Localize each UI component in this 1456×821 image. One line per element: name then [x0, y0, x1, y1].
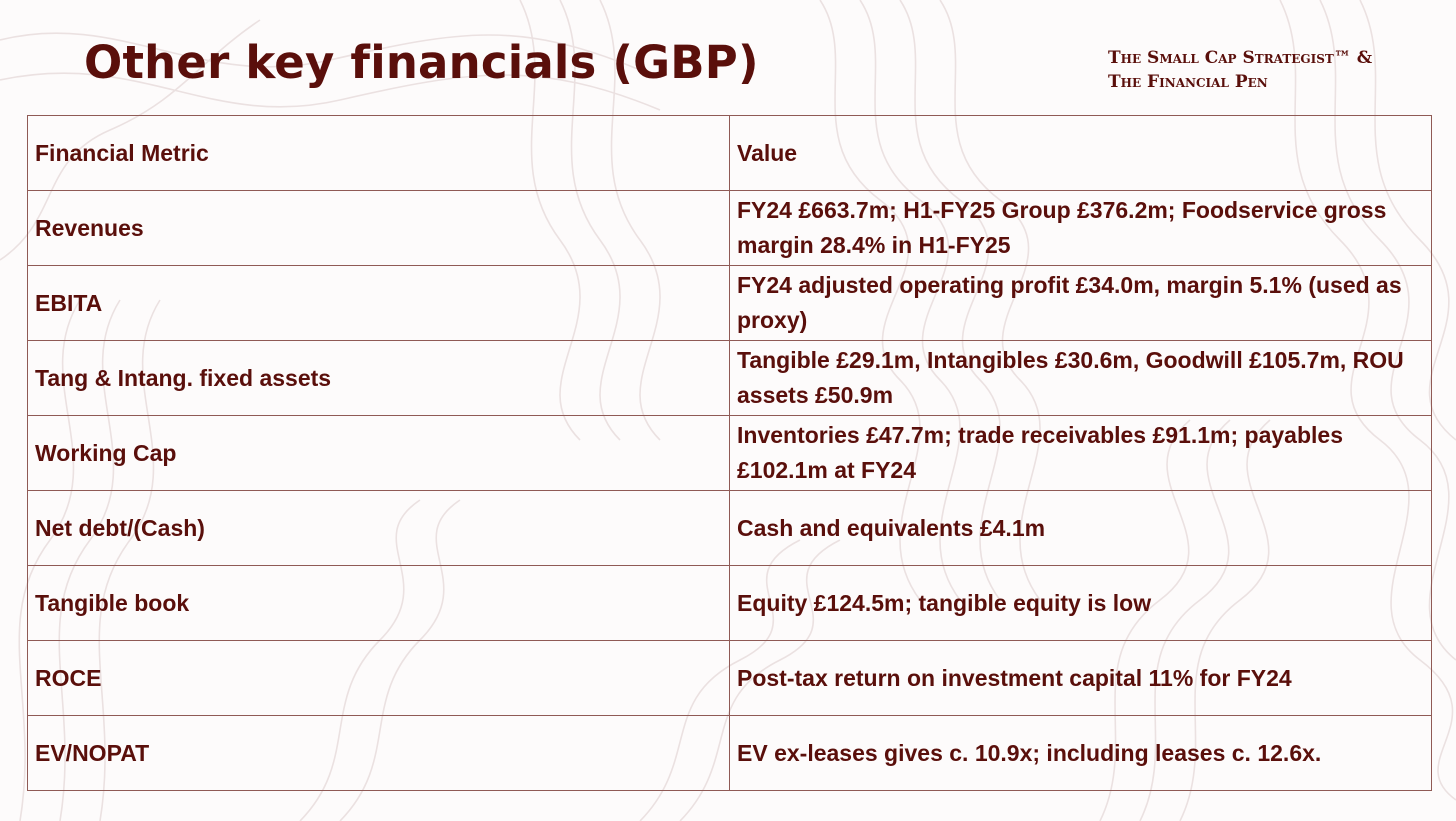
value-cell: Tangible £29.1m, Intangibles £30.6m, Goo… [729, 340, 1432, 416]
metric-cell: Tangible book [27, 565, 730, 641]
metric-cell: EBITA [27, 265, 730, 341]
header-financial-metric: Financial Metric [27, 115, 730, 191]
value-cell: Post-tax return on investment capital 11… [729, 640, 1432, 716]
brand-line-1: The Small Cap Strategist™ & [1108, 48, 1373, 68]
metric-cell: Net debt/(Cash) [27, 490, 730, 566]
metric-cell: EV/NOPAT [27, 715, 730, 791]
table-row: Working Cap Inventories £47.7m; trade re… [27, 415, 1432, 491]
table-row: Tangible book Equity £124.5m; tangible e… [27, 565, 1432, 641]
value-cell: Inventories £47.7m; trade receivables £9… [729, 415, 1432, 491]
metric-cell: ROCE [27, 640, 730, 716]
page-title: Other key financials (GBP) [84, 36, 759, 89]
metric-cell: Tang & Intang. fixed assets [27, 340, 730, 416]
value-cell: Cash and equivalents £4.1m [729, 490, 1432, 566]
table-header-row: Financial Metric Value [27, 115, 1432, 191]
table-row: EBITA FY24 adjusted operating profit £34… [27, 265, 1432, 341]
table-row: Tang & Intang. fixed assets Tangible £29… [27, 340, 1432, 416]
financials-table-container: Financial Metric Value Revenues FY24 £66… [27, 115, 1432, 791]
table-row: ROCE Post-tax return on investment capit… [27, 640, 1432, 716]
brand-logo-text: The Small Cap Strategist™ & The Financia… [1108, 46, 1448, 94]
metric-cell: Working Cap [27, 415, 730, 491]
table-row: Revenues FY24 £663.7m; H1-FY25 Group £37… [27, 190, 1432, 266]
table-row: EV/NOPAT EV ex-leases gives c. 10.9x; in… [27, 715, 1432, 791]
table-row: Net debt/(Cash) Cash and equivalents £4.… [27, 490, 1432, 566]
header-value: Value [729, 115, 1432, 191]
brand-line-2: The Financial Pen [1108, 72, 1268, 92]
metric-cell: Revenues [27, 190, 730, 266]
value-cell: FY24 £663.7m; H1-FY25 Group £376.2m; Foo… [729, 190, 1432, 266]
value-cell: Equity £124.5m; tangible equity is low [729, 565, 1432, 641]
financials-table: Financial Metric Value Revenues FY24 £66… [27, 115, 1432, 791]
value-cell: FY24 adjusted operating profit £34.0m, m… [729, 265, 1432, 341]
value-cell: EV ex-leases gives c. 10.9x; including l… [729, 715, 1432, 791]
